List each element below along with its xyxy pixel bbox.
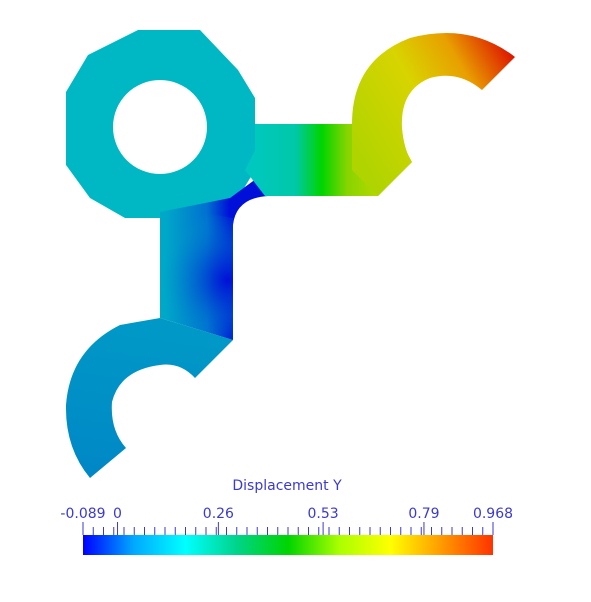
legend-tick-label: 0.79	[408, 506, 439, 522]
upper-hook	[352, 32, 515, 196]
mesh-geometry	[65, 30, 515, 478]
legend-tick-labels: -0.089 0 0.26 0.53 0.79 0.968	[60, 506, 513, 535]
legend-tick-label: 0.968	[473, 506, 513, 522]
legend-minor-ticks	[82, 527, 494, 535]
legend-tick-label: 0.53	[308, 506, 339, 522]
legend-color-bar	[83, 535, 493, 555]
legend-title: Displacement Y	[232, 478, 342, 494]
legend-tick-label: 0	[113, 506, 122, 522]
lower-hook	[65, 318, 233, 478]
left-ring	[66, 30, 255, 218]
vertical-arm-min-region	[160, 205, 233, 340]
legend-tick-label: -0.089	[60, 506, 105, 522]
legend-tick-label: 0.26	[203, 506, 234, 522]
scalar-bar: Displacement Y -0.089 0 0.26 0.53 0.79 0.968	[60, 478, 513, 555]
